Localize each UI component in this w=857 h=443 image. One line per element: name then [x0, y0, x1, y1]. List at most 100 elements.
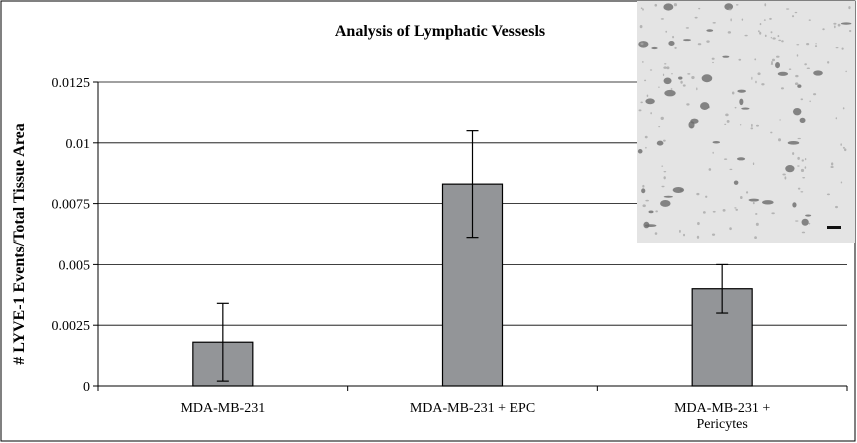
inset-speckle: [801, 169, 804, 172]
inset-speckle: [754, 236, 757, 239]
inset-speckle: [843, 147, 845, 149]
inset-speckle: [643, 222, 649, 229]
inset-speckle: [802, 219, 809, 226]
inset-speckle: [772, 59, 775, 62]
inset-speckle: [785, 165, 794, 172]
inset-speckle: [661, 186, 664, 187]
inset-speckle: [734, 180, 739, 184]
inset-speckle: [680, 81, 682, 84]
inset-speckle: [755, 81, 757, 84]
inset-speckle: [640, 102, 643, 104]
inset-speckle: [651, 47, 657, 49]
inset-speckle: [697, 236, 699, 239]
inset-speckle: [802, 177, 805, 178]
inset-speckle: [732, 92, 734, 95]
inset-speckle: [665, 31, 667, 33]
inset-speckle: [805, 158, 806, 160]
inset-speckle: [642, 61, 643, 63]
inset-speckle: [729, 227, 732, 230]
inset-speckle: [827, 61, 829, 63]
inset-speckle: [647, 95, 649, 98]
inset-speckle: [658, 126, 660, 127]
inset-speckle: [645, 98, 654, 104]
inset-speckle: [800, 191, 803, 192]
inset-speckle: [778, 40, 781, 42]
inset-speckle: [678, 76, 682, 79]
inset-speckle: [663, 176, 665, 179]
inset-speckle: [725, 114, 728, 117]
inset-speckle: [844, 148, 846, 151]
inset-speckle: [754, 58, 756, 60]
inset-speckle: [683, 234, 685, 237]
inset-speckle: [778, 138, 781, 141]
inset-speckle: [696, 193, 699, 195]
inset-speckle: [760, 23, 762, 25]
inset-speckle: [781, 87, 784, 89]
inset-speckle: [700, 102, 709, 110]
inset-speckle: [757, 72, 760, 75]
inset-speckle: [771, 31, 773, 33]
inset-speckle: [751, 124, 753, 127]
inset-speckle: [671, 73, 673, 74]
inset-speckle: [751, 77, 752, 80]
inset-speckle: [833, 23, 836, 25]
inset-speckle: [657, 141, 664, 146]
inset-speckle: [806, 43, 809, 45]
inset-speckle: [804, 63, 807, 65]
inset-speckle: [660, 200, 670, 207]
inset-speckle: [658, 86, 659, 87]
x-tick-label: MDA-MB-231 + EPC: [398, 401, 548, 417]
inset-speckle: [813, 93, 816, 95]
inset-speckle: [645, 147, 647, 149]
scale-bar: [827, 226, 841, 229]
inset-speckle: [795, 12, 798, 13]
inset-speckle: [848, 6, 850, 9]
inset-speckle: [740, 196, 743, 199]
inset-speckle: [805, 214, 811, 216]
inset-speckle: [740, 124, 741, 125]
inset-speckle: [709, 168, 712, 171]
inset-speckle: [641, 7, 643, 9]
inset-speckle: [698, 8, 700, 9]
inset-speckle: [713, 211, 716, 213]
inset-speckle: [789, 68, 792, 69]
inset-speckle: [668, 41, 674, 46]
inset-speckle: [827, 194, 830, 196]
inset-speckle: [650, 69, 652, 70]
inset-speckle: [840, 143, 842, 146]
y-tick-label: 0.0125: [52, 76, 91, 91]
inset-speckle: [679, 230, 681, 233]
inset-speckle: [663, 140, 666, 142]
inset-speckle: [649, 211, 654, 214]
inset-speckle: [655, 210, 658, 212]
inset-speckle: [769, 18, 772, 20]
inset-speckle: [664, 78, 672, 85]
inset-speckle: [765, 35, 767, 37]
inset-speckle: [674, 47, 676, 49]
inset-speckle: [836, 117, 837, 119]
inset-speckle: [664, 90, 675, 97]
inset-speckle: [706, 29, 713, 32]
inset-speckle: [762, 200, 774, 204]
inset-speckle: [640, 43, 643, 45]
inset-speckle: [645, 136, 648, 139]
inset-speckle: [735, 107, 737, 109]
inset-speckle: [713, 141, 721, 144]
inset-speckle: [815, 45, 817, 47]
inset-speckle: [778, 72, 788, 76]
inset-speckle: [642, 8, 644, 10]
y-tick-label: 0.0025: [52, 319, 91, 334]
inset-speckle: [741, 108, 749, 110]
inset-speckle: [764, 3, 766, 6]
y-axis-title: # LYVE-1 Events/Total Tissue Area: [11, 123, 28, 365]
inset-speckle: [639, 109, 642, 111]
inset-speckle: [842, 47, 844, 49]
inset-speckle: [664, 196, 673, 198]
inset-speckle: [712, 152, 713, 154]
inset-speckle: [663, 74, 664, 76]
inset-speckle: [753, 202, 755, 204]
inset-speckle: [744, 35, 747, 37]
inset-speckle: [736, 4, 739, 5]
inset-speckle: [724, 124, 726, 125]
inset-speckle: [661, 117, 664, 120]
